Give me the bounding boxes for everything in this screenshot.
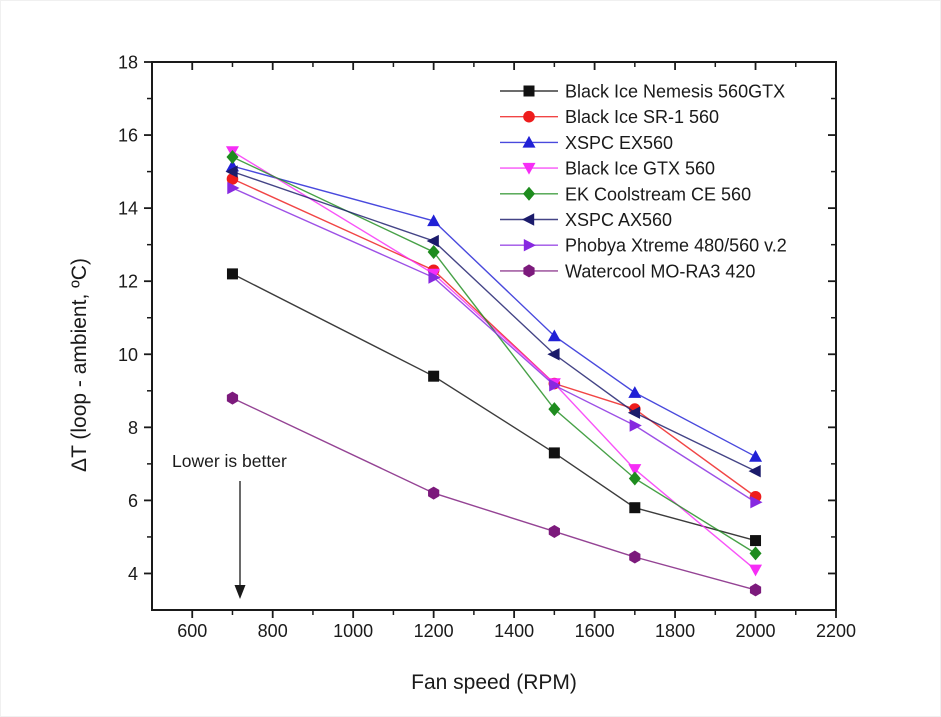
series-marker xyxy=(227,181,240,195)
legend-label: EK Coolstream CE 560 xyxy=(565,184,751,204)
legend-marker xyxy=(522,135,536,148)
series-line xyxy=(232,170,756,472)
y-tick-label: 14 xyxy=(118,199,138,219)
legend-marker xyxy=(523,264,535,278)
series-marker xyxy=(628,386,642,398)
x-tick-label: 1200 xyxy=(414,621,454,641)
y-axis-title: ΔT (loop - ambient, ºC) xyxy=(68,258,91,472)
series-marker xyxy=(547,348,560,361)
plot-frame xyxy=(151,61,837,611)
legend-label: Black Ice Nemesis 560GTX xyxy=(565,82,785,102)
legend-label: XSPC EX560 xyxy=(565,133,673,153)
legend-label: Phobya Xtreme 480/560 v.2 xyxy=(565,236,787,256)
series-marker xyxy=(749,450,763,462)
x-tick-label: 1400 xyxy=(494,621,534,641)
x-tick-label: 2200 xyxy=(816,621,856,641)
y-tick-label: 12 xyxy=(118,272,138,292)
legend-marker xyxy=(523,239,536,252)
series-marker xyxy=(549,379,562,392)
y-tick-label: 10 xyxy=(118,345,138,365)
legend-label: Black Ice SR-1 560 xyxy=(565,107,719,127)
series-marker xyxy=(548,524,560,538)
series-line xyxy=(232,178,756,498)
legend-marker xyxy=(523,186,535,201)
series-line xyxy=(232,397,756,591)
series-marker xyxy=(628,464,642,476)
series-marker xyxy=(749,564,763,577)
series-marker xyxy=(225,165,238,178)
series-marker xyxy=(629,419,642,432)
y-tick-label: 8 xyxy=(128,418,138,438)
series-marker xyxy=(427,244,440,259)
series-marker xyxy=(748,464,761,478)
series-marker xyxy=(427,214,441,227)
series-marker xyxy=(548,402,561,417)
annotation-lower-is-better: Lower is better xyxy=(172,451,287,471)
legend-label: XSPC AX560 xyxy=(565,210,672,230)
y-tick-label: 16 xyxy=(118,126,138,146)
series-marker xyxy=(226,149,239,164)
series-line xyxy=(232,273,756,542)
series-marker xyxy=(548,447,560,459)
x-tick-label: 800 xyxy=(258,621,288,641)
series-marker xyxy=(749,583,762,597)
x-tick-label: 2000 xyxy=(736,621,776,641)
legend-marker xyxy=(522,213,535,226)
x-axis-title: Fan speed (RPM) xyxy=(411,671,577,694)
legend-label: Black Ice GTX 560 xyxy=(565,159,715,179)
y-tick-label: 18 xyxy=(118,53,138,73)
series-marker xyxy=(750,496,763,509)
series-marker xyxy=(629,550,641,564)
series-marker xyxy=(226,268,238,280)
series-marker xyxy=(547,329,561,342)
y-tick-label: 4 xyxy=(128,564,138,584)
series-line xyxy=(232,156,756,554)
x-tick-label: 1800 xyxy=(655,621,695,641)
series-marker xyxy=(226,391,239,405)
legend-label: Watercool MO-RA3 420 xyxy=(565,261,755,281)
annotation-arrow-head xyxy=(234,585,246,599)
series-marker xyxy=(428,370,440,382)
series-marker xyxy=(426,234,439,248)
series-marker xyxy=(628,471,641,486)
series-marker xyxy=(749,546,762,561)
legend-marker xyxy=(523,110,535,123)
series-marker xyxy=(629,502,641,514)
series-marker xyxy=(428,486,440,500)
x-tick-label: 1600 xyxy=(575,621,615,641)
x-tick-label: 1000 xyxy=(333,621,373,641)
x-tick-label: 600 xyxy=(177,621,207,641)
series-marker xyxy=(428,271,441,284)
legend-marker xyxy=(523,85,535,97)
legend-marker xyxy=(522,162,536,175)
y-tick-label: 6 xyxy=(128,491,138,511)
series-marker xyxy=(750,535,762,547)
series-line xyxy=(232,165,756,458)
series-marker xyxy=(627,406,641,419)
